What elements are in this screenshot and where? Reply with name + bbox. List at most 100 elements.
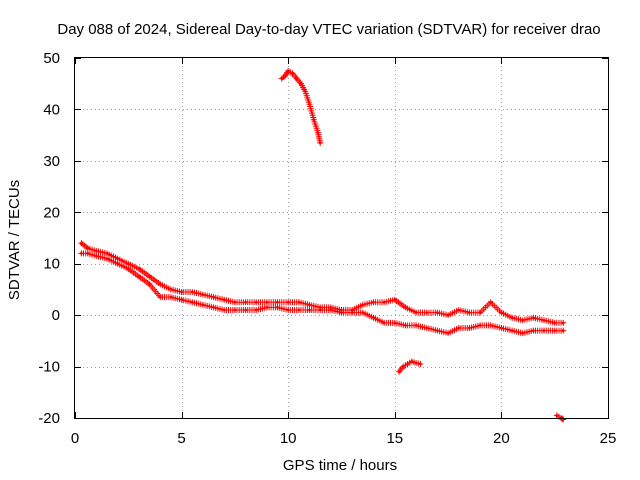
x-tick-label: 15 xyxy=(386,430,403,447)
data-point xyxy=(105,257,109,260)
data-point xyxy=(457,308,461,312)
data-point xyxy=(404,306,407,309)
data-point xyxy=(158,295,162,299)
data-point xyxy=(510,316,514,320)
data-point xyxy=(137,267,141,271)
data-point xyxy=(404,324,407,327)
data-point xyxy=(201,303,205,307)
data-point xyxy=(286,300,290,304)
data-point xyxy=(180,290,184,294)
data-point xyxy=(105,252,109,255)
x-tick-label: 10 xyxy=(280,430,297,447)
data-point xyxy=(382,321,386,325)
data-point xyxy=(94,254,98,258)
data-point xyxy=(80,252,83,255)
data-point xyxy=(126,262,130,266)
data-point xyxy=(553,329,557,332)
data-point xyxy=(436,311,439,314)
data-point xyxy=(489,324,493,327)
data-point xyxy=(254,308,258,312)
data-point xyxy=(286,69,290,73)
data-point xyxy=(86,252,90,255)
data-point xyxy=(361,311,365,314)
data-point xyxy=(361,303,365,307)
plot-frame xyxy=(74,57,609,419)
data-point xyxy=(478,324,482,327)
data-point xyxy=(148,282,152,286)
series-markers xyxy=(78,250,567,337)
data-point xyxy=(291,72,294,75)
series-markers xyxy=(278,67,324,146)
grid-lines xyxy=(75,58,608,418)
data-point xyxy=(312,118,316,122)
x-tick-label: 0 xyxy=(71,430,79,447)
data-point xyxy=(80,241,83,245)
data-point xyxy=(542,329,546,332)
data-point xyxy=(222,308,226,312)
data-point xyxy=(555,414,559,417)
data-point xyxy=(382,300,386,304)
chart-title: Day 088 of 2024, Sidereal Day-to-day VTE… xyxy=(57,21,600,38)
data-point xyxy=(329,308,333,312)
data-point xyxy=(414,311,418,314)
data-point xyxy=(297,308,301,312)
data-point xyxy=(393,298,397,302)
x-axis-label: GPS time / hours xyxy=(283,457,397,474)
y-tick-label: 0 xyxy=(52,307,60,324)
data-point xyxy=(410,360,414,363)
series-group xyxy=(553,412,567,423)
data-point xyxy=(397,370,401,374)
data-point xyxy=(308,102,311,106)
data-point xyxy=(86,246,90,250)
data-point xyxy=(244,308,248,312)
series-group xyxy=(278,67,324,146)
data-point xyxy=(446,331,450,335)
data-point xyxy=(276,300,279,304)
data-point xyxy=(180,298,184,302)
data-point xyxy=(280,77,284,80)
data-point xyxy=(316,131,320,135)
data-point xyxy=(401,365,405,368)
data-point xyxy=(137,275,141,278)
x-tick-label: 20 xyxy=(493,430,510,447)
data-point xyxy=(419,362,422,366)
y-tick-label: -10 xyxy=(38,359,60,376)
y-axis-label: SDTVAR / TECUs xyxy=(6,180,23,300)
data-point xyxy=(286,308,290,312)
data-point xyxy=(393,321,397,325)
data-point xyxy=(521,331,525,335)
data-point xyxy=(406,362,409,366)
data-point xyxy=(542,318,546,322)
data-point xyxy=(510,329,514,332)
data-point xyxy=(457,326,461,330)
data-point xyxy=(94,249,98,253)
data-point xyxy=(222,298,226,302)
data-point xyxy=(265,300,269,304)
y-tick-label: 50 xyxy=(43,50,60,67)
data-layer xyxy=(78,67,567,423)
data-point xyxy=(521,318,525,322)
data-point xyxy=(303,90,307,93)
data-point xyxy=(478,311,482,314)
data-point xyxy=(116,262,119,266)
data-point xyxy=(561,329,565,332)
data-point xyxy=(425,326,429,330)
data-point xyxy=(489,300,493,304)
data-point xyxy=(190,290,194,294)
y-tick-label: 30 xyxy=(43,153,60,170)
data-point xyxy=(276,306,279,309)
data-point xyxy=(500,326,503,330)
data-point xyxy=(233,308,237,312)
data-point xyxy=(468,311,471,314)
tick-labels: 0 5 10 15 20 25 -20 -10 0 10 20 30 40 50 xyxy=(38,50,616,447)
data-point xyxy=(297,300,301,304)
data-point xyxy=(436,329,439,332)
data-point xyxy=(126,267,130,271)
series-markers xyxy=(78,240,567,326)
data-point xyxy=(190,300,194,304)
series-group xyxy=(78,240,567,326)
data-point xyxy=(446,313,450,317)
data-point xyxy=(158,282,162,286)
data-point xyxy=(414,361,418,365)
